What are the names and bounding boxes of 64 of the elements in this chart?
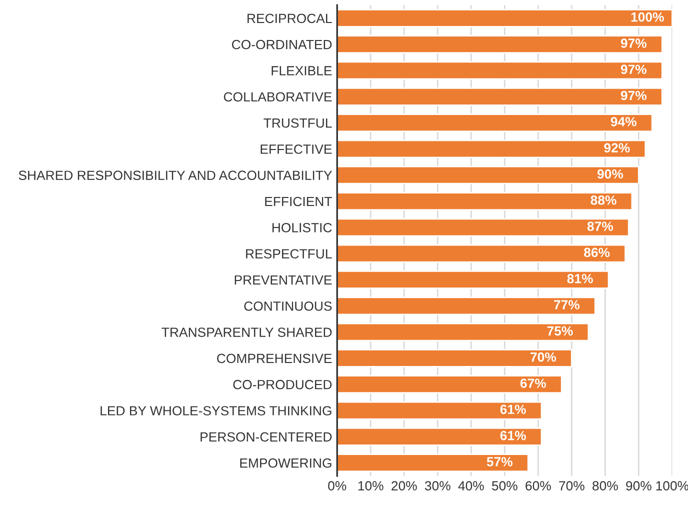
y-tick-label: COLLABORATIVE [224,92,332,102]
bar [337,114,653,132]
y-tick-label: FLEXIBLE [272,66,332,76]
y-tick-label: EFFECTIVE [260,144,332,154]
data-label: 100% [631,12,664,22]
data-label: 97% [620,38,647,48]
bar [337,375,562,394]
data-label: 87% [587,222,614,231]
x-tick-label: 70% [559,481,584,490]
data-label: 97% [620,90,647,100]
y-tick-label: TRUSTFUL [264,118,332,128]
y-tick-label: SHARED RESPONSIBILITY AND ACCOUNTABILITY [18,170,332,180]
x-tick-label: 50% [492,481,518,490]
bar [337,218,630,237]
data-label: 61% [500,430,526,440]
bar [337,8,672,28]
y-tick-label: LED BY WHOLE-SYSTEMS THINKING [100,406,332,416]
y-tick-label: EMPOWERING [240,458,332,468]
y-tick-label: HOLISTIC [272,222,332,232]
data-label: 97% [620,64,647,74]
data-label: 92% [604,143,630,152]
data-label: 88% [590,195,616,205]
y-tick-label: CONTINUOUS [244,301,332,311]
data-label: 57% [486,457,512,466]
bar [337,349,572,368]
x-tick-label: 20% [392,481,417,490]
y-tick-label: CO-PRODUCED [233,380,332,390]
bar [337,270,610,289]
x-tick-label: 40% [458,481,484,490]
y-tick-label: PREVENTATIVE [234,275,332,285]
y-tick-label: EFFICIENT [265,196,332,206]
bar [337,140,646,158]
y-tick-label: RECIPROCAL [248,14,332,24]
y-tick-label: CO-ORDINATED [232,40,332,50]
bar [337,296,596,316]
data-label: 90% [597,169,624,179]
x-tick-label: 60% [526,481,551,490]
y-tick-label: COMPREHENSIVE [217,354,332,364]
y-tick-label: RESPECTFUL [246,249,332,258]
x-tick-label: 10% [358,481,384,490]
bar [337,192,633,210]
bar [337,61,663,80]
y-tick-label: PERSON-CENTERED [200,432,332,442]
x-tick-label: 80% [592,481,618,490]
bar [337,87,663,106]
data-label: 61% [500,404,526,414]
bar [337,427,542,446]
data-label: 81% [567,274,593,284]
bar [337,322,590,342]
data-label: 77% [554,300,580,310]
bar [337,454,529,472]
bar [337,35,663,54]
x-tick-label: 30% [424,481,450,490]
bar [337,401,542,420]
x-tick-label: 0% [328,481,346,490]
data-label: 70% [530,352,556,362]
bar [337,244,626,263]
data-label: 75% [547,326,573,336]
y-tick-label: TRANSPARENTLY SHARED [162,328,332,337]
data-label: 86% [584,248,610,258]
data-label: 94% [610,116,636,126]
bar [337,166,640,184]
data-label: 67% [520,378,546,388]
x-tick-label: 90% [626,481,652,490]
